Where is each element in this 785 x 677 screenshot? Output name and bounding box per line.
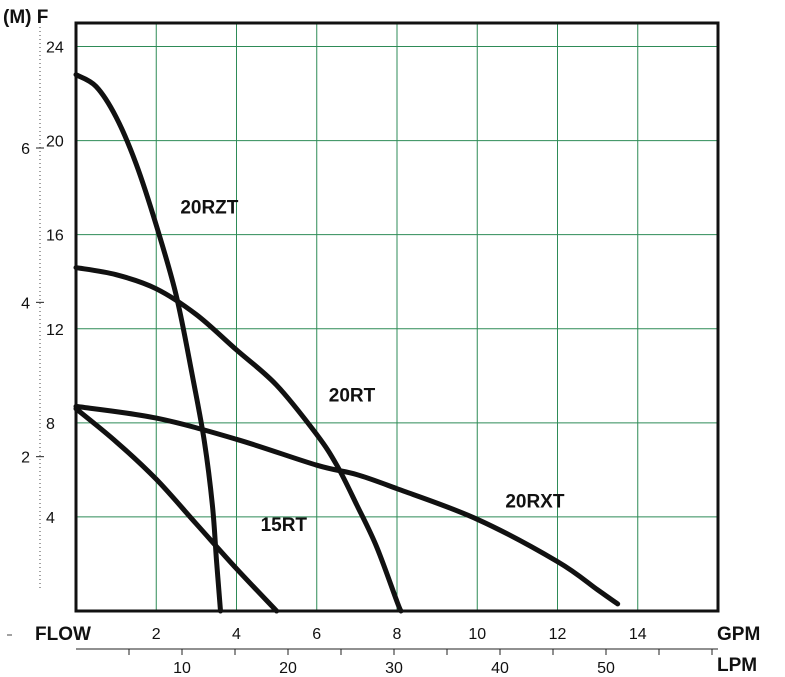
curve-20rt [73,265,404,614]
y-axis-label: (M) F [3,7,48,28]
y-tick-label-feet: 8 [46,416,55,433]
y-tick-label-meters: 6 [21,141,30,158]
y-tick-label-feet: 20 [46,134,64,151]
curve-label-20rt: 20RT [329,386,376,407]
curve-label-20rzt: 20RZT [180,198,238,219]
y-tick-label-meters: 2 [21,450,30,467]
x-tick-label-gpm: 2 [152,626,161,643]
x-tick-label-gpm: 8 [393,626,402,643]
x-tick-label-lpm: 10 [173,660,191,677]
curve-label-15rt: 15RT [261,515,308,536]
x-unit-lpm: LPM [717,655,757,676]
curve-15rt [73,406,280,614]
x-tick-label-gpm: 10 [468,626,486,643]
curve-20rzt [73,72,223,614]
x-tick-label-lpm: 30 [385,660,403,677]
y-tick-label-feet: 4 [46,510,55,527]
plot-frame [74,21,720,613]
x-unit-gpm: GPM [717,624,760,645]
x-tick-label-lpm: 20 [279,660,297,677]
curve-label-20rxt: 20RXT [505,492,565,513]
curve-20rxt [73,403,621,607]
y-tick-label-feet: 16 [46,228,64,245]
x-tick-label-gpm: 14 [629,626,647,643]
y-tick-label-meters: 4 [21,295,30,312]
y-tick-label-feet: 12 [46,322,64,339]
x-tick-label-gpm: 6 [312,626,321,643]
x-tick-label-gpm: 12 [549,626,567,643]
x-tick-label-lpm: 50 [597,660,615,677]
x-tick-label-lpm: 40 [491,660,509,677]
x-axis-label-flow: FLOW [35,624,91,645]
y-tick-label-feet: 24 [46,40,64,57]
x-tick-label-gpm: 4 [232,626,241,643]
